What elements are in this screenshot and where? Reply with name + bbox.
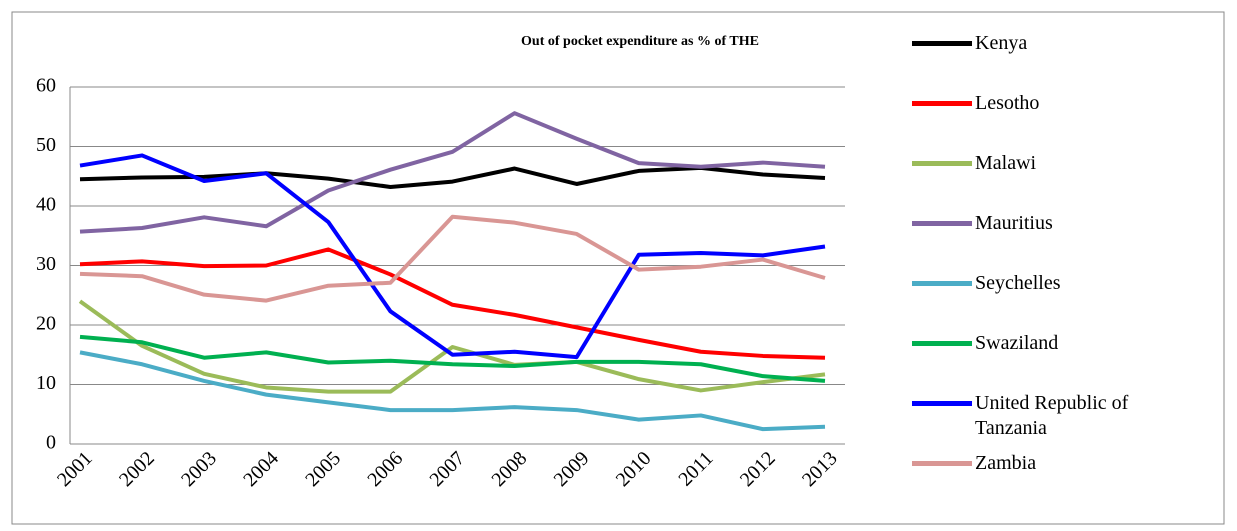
x-tick-label: 2011 [674, 447, 717, 490]
y-tick-label: 50 [36, 134, 56, 156]
x-tick-label: 2012 [736, 447, 780, 491]
legend-swatch [912, 101, 972, 106]
legend-swatch [912, 221, 972, 226]
series-line [79, 214, 826, 303]
x-tick-label: 2010 [612, 447, 656, 491]
y-tick-label: 10 [36, 372, 56, 394]
legend-swatch [912, 341, 972, 346]
legend-swatch [912, 161, 972, 166]
chart-border [11, 11, 1225, 525]
x-tick-label: 2006 [363, 447, 407, 491]
legend-swatch [912, 461, 972, 466]
y-tick-label: 40 [36, 194, 56, 216]
series-line [79, 247, 826, 360]
x-tick-label: 2004 [239, 447, 283, 491]
x-tick-label: 2013 [798, 447, 842, 491]
legend-label: Lesotho [975, 92, 1040, 114]
x-tick-label: 2002 [115, 447, 159, 491]
legend-label: Mauritius [975, 212, 1053, 234]
x-tick-label: 2005 [301, 447, 345, 491]
series-line [79, 153, 826, 360]
x-tick-label: 2008 [488, 447, 532, 491]
x-tick-label: 2003 [177, 447, 221, 491]
legend-swatch [912, 41, 972, 46]
x-tick-label: 2001 [53, 447, 97, 491]
legend-label: Zambia [975, 452, 1037, 474]
x-tick-label: 2007 [425, 447, 469, 491]
series-line [79, 350, 826, 432]
y-tick-label: 0 [46, 432, 56, 454]
legend-label: Kenya [975, 32, 1028, 54]
legend-label: United Republic of Tanzania [975, 392, 1129, 439]
y-tick-label: 20 [36, 313, 56, 335]
chart-title: Out of pocket expenditure as % of THE [521, 34, 759, 49]
legend-swatch [912, 281, 972, 286]
legend-label: Seychelles [975, 272, 1061, 294]
y-tick-label: 30 [36, 253, 56, 275]
series-line [79, 111, 826, 234]
x-tick-label: 2009 [550, 447, 594, 491]
series-line [78, 299, 826, 394]
legend-swatch [912, 401, 972, 406]
legend-label: Swaziland [975, 332, 1059, 354]
series-line [79, 334, 826, 383]
y-tick-label: 60 [36, 75, 56, 97]
legend-label: Malawi [975, 152, 1037, 174]
